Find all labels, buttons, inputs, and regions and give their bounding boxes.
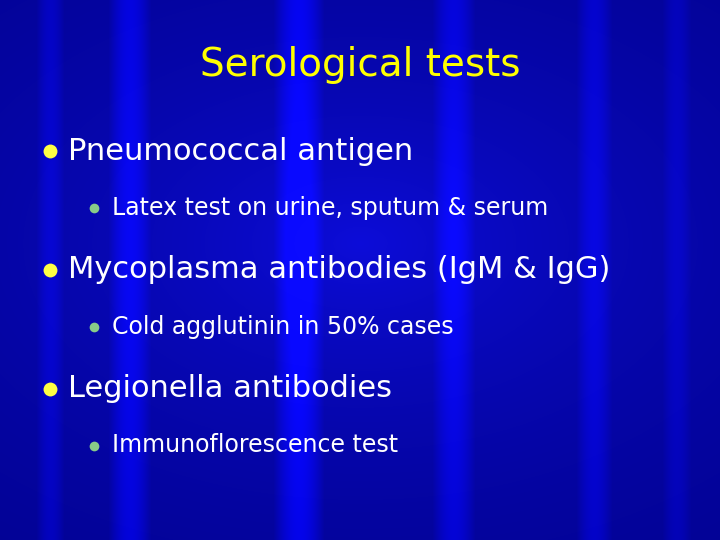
Text: Legionella antibodies: Legionella antibodies bbox=[68, 374, 392, 403]
Text: Mycoplasma antibodies (IgM & IgG): Mycoplasma antibodies (IgM & IgG) bbox=[68, 255, 611, 285]
Text: Pneumococcal antigen: Pneumococcal antigen bbox=[68, 137, 414, 166]
Text: Latex test on urine, sputum & serum: Latex test on urine, sputum & serum bbox=[112, 196, 548, 220]
Text: Serological tests: Serological tests bbox=[199, 46, 521, 84]
Text: Immunoflorescence test: Immunoflorescence test bbox=[112, 434, 397, 457]
Text: Cold agglutinin in 50% cases: Cold agglutinin in 50% cases bbox=[112, 315, 453, 339]
